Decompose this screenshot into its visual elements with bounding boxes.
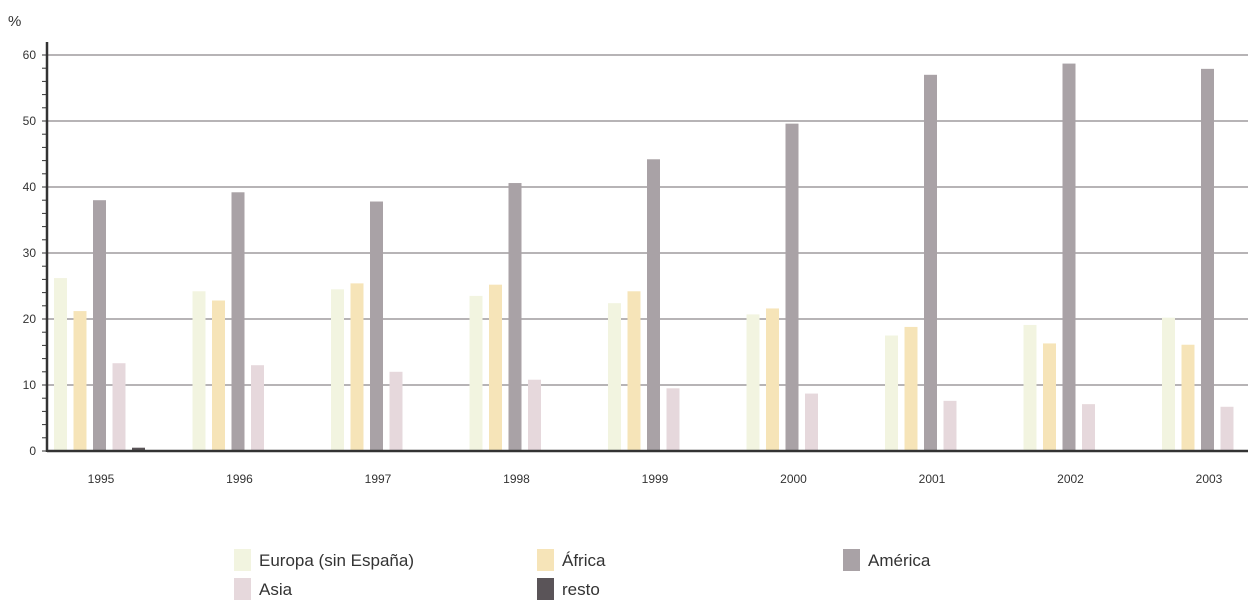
legend-swatch: [234, 578, 251, 600]
bar: [904, 326, 918, 451]
legend-label: África: [562, 551, 606, 570]
bar: [1062, 63, 1076, 452]
bar: [331, 289, 344, 451]
legend-swatch: [843, 549, 860, 571]
bar: [370, 201, 383, 451]
legend-swatch: [537, 549, 554, 571]
x-tick-label: 1995: [88, 472, 115, 486]
bar: [1023, 324, 1037, 451]
x-tick-label: 2002: [1057, 472, 1084, 486]
bars: [54, 63, 1234, 452]
bar: [746, 314, 760, 451]
bar: [1162, 317, 1175, 451]
legend-label: Asia: [259, 580, 293, 599]
x-tick-label: 2001: [919, 472, 946, 486]
x-tick-label: 2000: [780, 472, 807, 486]
bar: [350, 283, 364, 451]
legend-label: América: [868, 551, 931, 570]
y-tick-labels: 0 10 20 30 40 50 60: [23, 48, 37, 458]
bar: [1181, 344, 1195, 451]
x-tick-labels: 1995 1996 1997 1998 1999 2000 2001 2002 2003: [88, 472, 1223, 486]
x-tick-label: 2003: [1196, 472, 1223, 486]
x-tick-label: 1997: [365, 472, 392, 486]
y-tick-label: 60: [23, 48, 37, 62]
legend-label: resto: [562, 580, 600, 599]
x-tick-label: 1996: [226, 472, 253, 486]
bar: [93, 200, 106, 451]
bar: [251, 365, 264, 451]
y-tick-label: 20: [23, 312, 37, 326]
y-tick-label: 40: [23, 180, 37, 194]
bar: [1082, 404, 1095, 451]
x-tick-label: 1999: [642, 472, 669, 486]
bar: [627, 291, 641, 451]
bar: [489, 284, 502, 451]
bar: [608, 303, 621, 451]
bar: [212, 300, 225, 451]
bar: [389, 371, 403, 451]
bar: [785, 123, 799, 451]
bar: [943, 400, 957, 451]
y-tick-label: 50: [23, 114, 37, 128]
bar: [231, 192, 245, 451]
bar: [1043, 343, 1056, 451]
legend: Europa (sin España) África América Asia rest…: [234, 549, 931, 600]
legend-label: Europa (sin España): [259, 551, 414, 570]
bar: [666, 388, 680, 451]
bar: [766, 308, 779, 451]
bar: [469, 295, 483, 451]
bar: [112, 363, 126, 451]
bar: [192, 291, 206, 451]
y-tick-label: 30: [23, 246, 37, 260]
bar: [508, 183, 522, 452]
bar: [73, 311, 87, 451]
bar: [924, 74, 937, 452]
bar: [1220, 406, 1234, 451]
bar: [132, 447, 145, 451]
bar: [885, 335, 898, 451]
x-tick-label: 1998: [503, 472, 530, 486]
legend-swatch: [234, 549, 251, 571]
bar: [1201, 68, 1214, 452]
y-tick-label: 0: [29, 444, 36, 458]
bar: [647, 159, 660, 451]
bar: [805, 393, 818, 451]
y-axis-label: %: [8, 13, 21, 30]
bar: [54, 278, 67, 451]
y-tick-label: 10: [23, 378, 37, 392]
legend-swatch: [537, 578, 554, 600]
bar: [528, 379, 541, 451]
